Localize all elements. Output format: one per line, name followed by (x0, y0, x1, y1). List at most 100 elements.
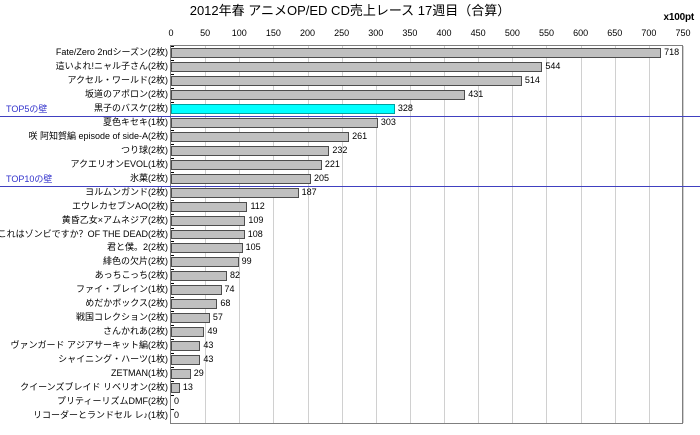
bar (171, 243, 243, 254)
bar-value-label: 205 (313, 172, 329, 183)
category-label: 坂道のアポロン(2枚) (85, 88, 168, 99)
gridline (512, 46, 514, 423)
y-axis-tick (171, 46, 174, 47)
bar (171, 75, 522, 86)
threshold-label: TOP5の壁 (6, 103, 48, 114)
y-axis-tick (171, 325, 174, 327)
bar-value-label: 303 (380, 116, 396, 127)
bar-rows: Fate/Zero 2ndシーズン(2枚) 718 這いよれ!ニャル子さん(2枚) 5… (0, 45, 700, 424)
category-label: クイーンズブレイド リベリオン(2枚) (20, 382, 168, 393)
bar-row: Fate/Zero 2ndシーズン(2枚) 718 (0, 46, 700, 60)
category-label: アクエリオンEVOL(1枚) (70, 158, 168, 169)
bar-row: つり球(2枚) 232 (0, 143, 700, 158)
bar-row: 黄昏乙女×アムネジア(2枚) 109 (0, 213, 700, 228)
bar-row: ZETMAN(1枚) 29 (0, 367, 700, 381)
y-axis-tick (171, 367, 174, 369)
gridline (375, 46, 377, 423)
bar (171, 131, 350, 142)
bar (171, 48, 662, 58)
bar (171, 117, 378, 128)
y-axis-tick (171, 339, 174, 341)
y-axis-tick (171, 297, 174, 299)
category-label: ヴァンガード アジアサーキット編(2枚) (10, 340, 168, 351)
x-tick-label: 0 (168, 28, 174, 38)
bar-value-label: 187 (301, 186, 317, 197)
bar-row: あっちこっち(2枚) 82 (0, 269, 700, 283)
threshold-label: TOP10の壁 (6, 173, 53, 184)
category-label: 黒子のバスケ(2枚) (94, 102, 168, 113)
category-label: ファイ・ブレイン(1枚) (75, 284, 168, 295)
bar-value-label: 68 (220, 298, 231, 309)
gridline (580, 46, 582, 423)
gridline (307, 46, 309, 423)
category-label: つり球(2枚) (121, 144, 168, 155)
category-label: 黄昏乙女×アムネジア(2枚) (61, 214, 168, 225)
gridline (341, 46, 343, 423)
y-axis-tick (171, 255, 174, 257)
bar (171, 257, 239, 268)
category-label: 氷菓(2枚) (130, 172, 168, 183)
chart-title: 2012年春 アニメOP/ED CD売上レース 17週目（合算） (189, 3, 511, 18)
bar-row: ファイ・ブレイン(1枚) 74 (0, 283, 700, 297)
bar (171, 89, 466, 100)
bar-row: ヨルムンガンド(2枚) 187 (0, 185, 700, 200)
bar (171, 271, 227, 282)
bar-row: リコーダーとランドセル レ♪(1枚) 0 (0, 409, 700, 423)
y-axis-tick (171, 353, 174, 355)
bar-row: ヴァンガード アジアサーキット編(2枚) 43 (0, 339, 700, 353)
category-label: 這いよれ!ニャル子さん(2枚) (55, 60, 168, 71)
category-label: 君と僕。2(2枚) (106, 242, 168, 253)
bar-row: プリティーリズムDMF(2枚) 0 (0, 395, 700, 409)
category-label: アクセル・ワールド(2枚) (67, 74, 168, 85)
bar-row: 這いよれ!ニャル子さん(2枚) 544 (0, 59, 700, 74)
category-label: これはゾンビですか？OF THE DEAD(2枚) (0, 228, 168, 239)
y-axis-tick (171, 311, 174, 313)
bar-value-label: 112 (250, 200, 265, 211)
bar-row: さんかれあ(2枚) 49 (0, 325, 700, 339)
x-tick-label: 150 (265, 28, 281, 38)
bar (171, 187, 299, 198)
category-label: 戦国コレクション(2枚) (75, 312, 168, 323)
category-label: ZETMAN(1枚) (111, 368, 168, 379)
gridline (273, 46, 275, 423)
bar-value-label: 221 (324, 158, 340, 169)
category-label: プリティーリズムDMF(2枚) (57, 396, 168, 407)
gridline (409, 46, 411, 423)
bar (171, 215, 246, 226)
bar (171, 159, 322, 170)
category-label: 夏色キセキ(1枚) (103, 116, 168, 127)
bar-value-label: 99 (241, 256, 252, 267)
category-label: さんかれあ(2枚) (103, 326, 168, 337)
category-label: リコーダーとランドセル レ♪(1枚) (32, 410, 168, 421)
category-label: シャイニング・ハーツ(1枚) (58, 354, 168, 365)
bar (171, 369, 191, 380)
x-tick-label: 400 (436, 28, 452, 38)
bar (171, 61, 543, 72)
bar (171, 341, 201, 352)
threshold-line (0, 115, 700, 117)
bar-value-label: 105 (245, 242, 261, 253)
bar-row: クイーンズブレイド リベリオン(2枚) 13 (0, 381, 700, 395)
bar-value-label: 0 (174, 396, 180, 407)
bar-value-label: 43 (203, 354, 214, 365)
y-axis-tick (171, 409, 174, 411)
x-tick-label: 600 (573, 28, 589, 38)
y-axis-tick (171, 87, 174, 89)
threshold-line (0, 185, 700, 187)
bar (171, 313, 210, 324)
bar-row: 黒子のバスケ(2枚) 328 (0, 101, 700, 116)
bar-value-label: 74 (224, 284, 235, 295)
category-label: 咲 阿知賀編 episode of side-A(2枚) (28, 130, 168, 141)
bar-row: エウレカセブンAO(2枚) 112 (0, 199, 700, 214)
category-label: めだかボックス(2枚) (85, 298, 168, 309)
x-tick-label: 200 (300, 28, 316, 38)
x-tick-label: 350 (402, 28, 418, 38)
bar (171, 201, 248, 212)
category-label: ヨルムンガンド(2枚) (85, 186, 168, 197)
x-tick-label: 100 (231, 28, 247, 38)
x-tick-label: 50 (200, 28, 211, 38)
gridline (478, 46, 480, 423)
bar-value-label: 29 (193, 368, 204, 379)
gridline (648, 46, 650, 423)
bar-value-label: 718 (664, 47, 680, 57)
